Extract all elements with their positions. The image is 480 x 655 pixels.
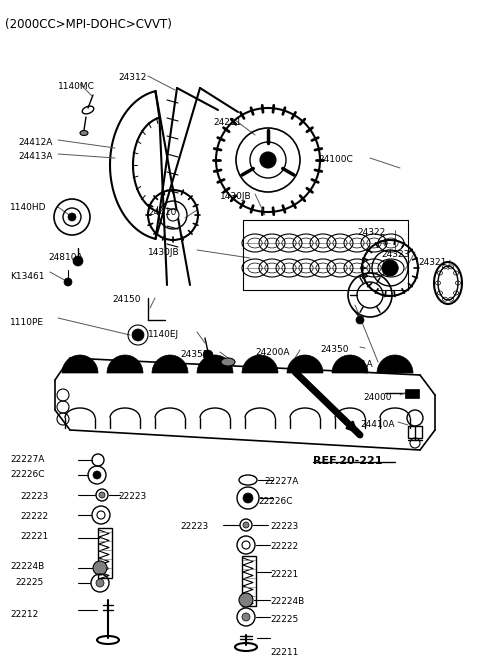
Text: 24355: 24355: [180, 350, 208, 359]
Circle shape: [99, 492, 105, 498]
Circle shape: [64, 278, 72, 286]
Text: 1140MC: 1140MC: [58, 82, 95, 91]
Circle shape: [68, 213, 76, 221]
Text: 22222: 22222: [20, 512, 48, 521]
Circle shape: [203, 350, 213, 360]
Text: (2000CC>MPI-DOHC>CVVT): (2000CC>MPI-DOHC>CVVT): [5, 18, 172, 31]
Text: 1110PE: 1110PE: [10, 318, 44, 327]
Text: 22223: 22223: [118, 492, 146, 501]
Circle shape: [243, 493, 253, 503]
Text: 22227A: 22227A: [10, 455, 44, 464]
Circle shape: [132, 329, 144, 341]
Wedge shape: [107, 355, 143, 373]
Circle shape: [382, 260, 398, 276]
Text: 22225: 22225: [15, 578, 43, 587]
Text: 24211: 24211: [213, 118, 241, 127]
Text: 22226C: 22226C: [10, 470, 45, 479]
Text: 24150: 24150: [112, 295, 141, 304]
Text: K13461: K13461: [10, 272, 45, 281]
Circle shape: [242, 613, 250, 621]
Text: 1430JB: 1430JB: [148, 248, 180, 257]
Text: 1140EJ: 1140EJ: [148, 330, 179, 339]
Text: 22221: 22221: [20, 532, 48, 541]
Text: 24323: 24323: [381, 250, 409, 259]
Text: 24361A: 24361A: [338, 360, 372, 369]
Text: REF.20-221: REF.20-221: [313, 456, 383, 466]
Wedge shape: [242, 355, 278, 373]
Circle shape: [260, 152, 276, 168]
Bar: [242, 556, 256, 606]
Text: 22226C: 22226C: [258, 497, 292, 506]
Circle shape: [243, 522, 249, 528]
Text: 22221: 22221: [270, 570, 298, 579]
Text: 24100C: 24100C: [318, 155, 353, 164]
Text: 24410A: 24410A: [360, 420, 395, 429]
Text: 24410: 24410: [148, 208, 176, 217]
Wedge shape: [377, 355, 413, 373]
Bar: [408, 426, 422, 438]
Text: 22227A: 22227A: [264, 477, 299, 486]
Text: 1430JB: 1430JB: [220, 192, 252, 201]
Ellipse shape: [221, 358, 235, 366]
Text: 22223: 22223: [180, 522, 208, 531]
Bar: [405, 389, 419, 398]
Circle shape: [356, 316, 364, 324]
Text: 1140HD: 1140HD: [10, 203, 47, 212]
Text: 22211: 22211: [270, 648, 299, 655]
Text: 22223: 22223: [20, 492, 48, 501]
Text: 22222: 22222: [270, 542, 298, 551]
Text: 24810A: 24810A: [48, 253, 83, 262]
Circle shape: [239, 593, 253, 607]
Circle shape: [93, 561, 107, 575]
Text: 24350: 24350: [320, 345, 348, 354]
Circle shape: [93, 471, 101, 479]
Text: 24322: 24322: [357, 228, 385, 237]
Circle shape: [73, 256, 83, 266]
Wedge shape: [152, 355, 188, 373]
Text: 22224B: 22224B: [270, 597, 304, 606]
Wedge shape: [197, 355, 233, 373]
Bar: [243, 220, 408, 290]
Wedge shape: [62, 355, 98, 373]
Text: 24000: 24000: [363, 393, 392, 402]
Circle shape: [167, 209, 179, 221]
Wedge shape: [332, 355, 368, 373]
Text: 24413A: 24413A: [18, 152, 52, 161]
Text: 22225: 22225: [270, 615, 298, 624]
Text: 24200A: 24200A: [255, 348, 289, 357]
Wedge shape: [287, 355, 323, 373]
Bar: [98, 528, 112, 578]
Text: 22223: 22223: [270, 522, 298, 531]
Text: 22224B: 22224B: [10, 562, 44, 571]
Text: 22212: 22212: [10, 610, 38, 619]
Text: 24312: 24312: [118, 73, 146, 82]
Ellipse shape: [80, 130, 88, 136]
Circle shape: [96, 579, 104, 587]
Text: 24412A: 24412A: [18, 138, 52, 147]
Text: 24321: 24321: [418, 258, 446, 267]
